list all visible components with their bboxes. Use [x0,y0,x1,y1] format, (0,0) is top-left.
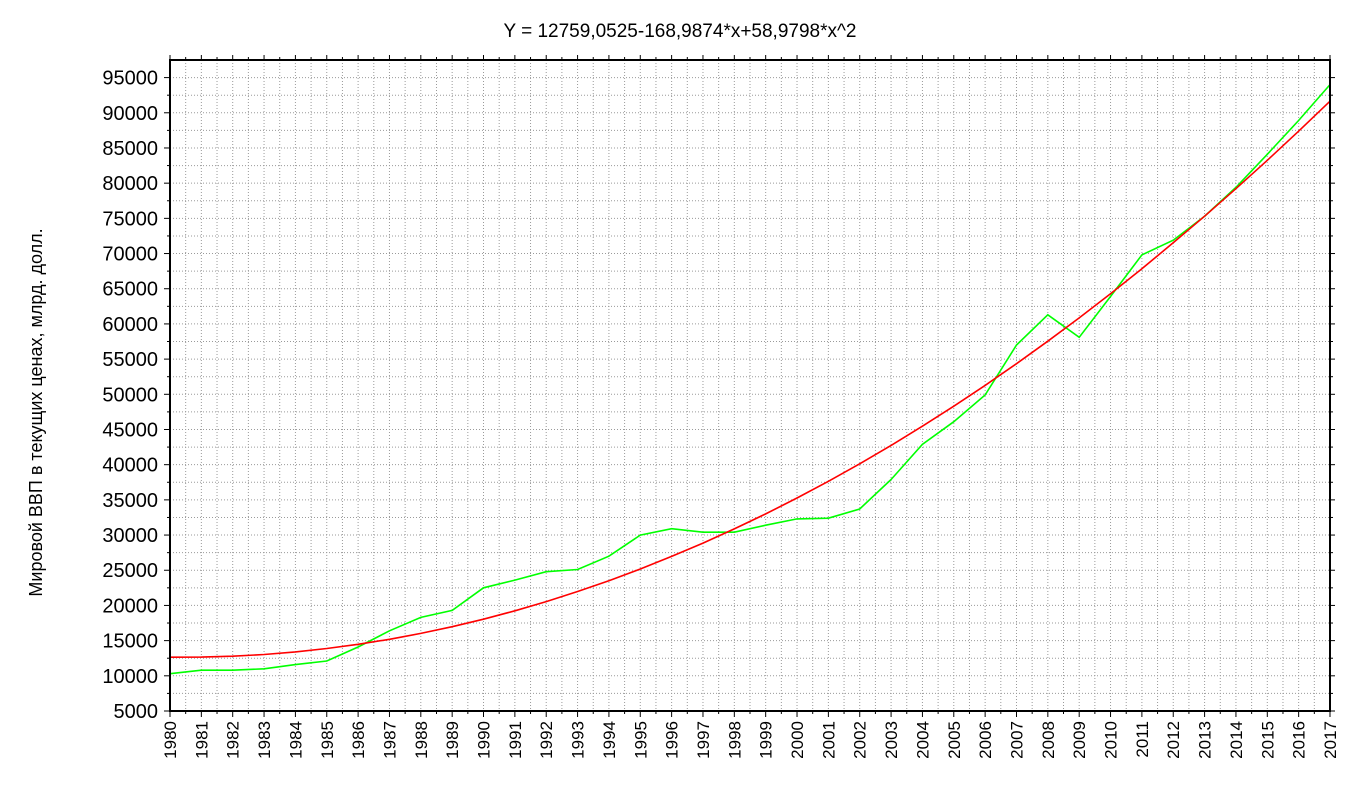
y-tick-label: 35000 [102,490,158,512]
y-axis-label: Мировой ВВП в текущих ценах, млрд. долл. [26,228,46,596]
chart-title: Y = 12759,0525-168,9874*x+58,9798*x^2 [504,21,857,42]
x-tick-label: 1985 [318,721,337,759]
series-group [169,84,1331,675]
x-tick-label: 2005 [945,721,964,759]
x-tick-label: 2017 [1321,721,1340,759]
x-tick-label: 1989 [443,721,462,759]
grid [170,60,1330,712]
x-tick-label: 2003 [882,721,901,759]
x-tick-label: 1998 [725,721,744,759]
x-tick-label: 2014 [1227,721,1246,759]
y-tick-label: 75000 [102,208,158,230]
y-tick-label: 5000 [114,701,159,723]
x-tick-labels: 1980 1981 1982 1983 1984 1985 1986 1987 1988 1989… [161,721,1340,759]
x-tick-label: 2004 [913,721,932,759]
series-line-0 [169,84,1331,675]
x-tick-label: 2009 [1070,721,1089,759]
x-tick-label: 1988 [412,721,431,759]
x-tick-label: 1992 [537,721,556,759]
x-tick-label: 1996 [663,721,682,759]
x-tick-label: 2008 [1039,721,1058,759]
x-tick-label: 1995 [631,721,650,759]
y-tick-label: 70000 [102,244,158,266]
x-tick-label: 2001 [819,721,838,759]
x-tick-label: 1999 [757,721,776,759]
y-tick-label: 90000 [102,103,158,125]
x-tick-label: 2013 [1196,721,1215,759]
x-tick-label: 1981 [192,721,211,759]
x-tick-label: 1994 [600,721,619,759]
y-tick-label: 30000 [102,525,158,547]
y-tick-label: 50000 [102,384,158,406]
x-tick-label: 2011 [1133,721,1152,758]
x-tick-label: 2006 [976,721,995,759]
x-tick-label: 1983 [255,721,274,759]
y-tick-label: 45000 [102,419,158,441]
y-tick-label: 65000 [102,279,158,301]
y-tick-label: 85000 [102,138,158,160]
x-tick-label: 1997 [694,721,713,759]
y-tick-label: 80000 [102,173,158,195]
y-tick-label: 25000 [102,560,158,582]
y-tick-label: 55000 [102,349,158,371]
axis-ticks [164,55,1335,717]
y-tick-labels: 5000 10000 15000 20000 25000 30000 35000 40000 4… [102,68,158,723]
y-tick-label: 10000 [102,666,158,688]
x-tick-label: 2000 [788,721,807,759]
x-tick-label: 2012 [1164,721,1183,759]
x-tick-label: 2016 [1290,721,1309,759]
y-tick-label: 40000 [102,455,158,477]
x-tick-label: 1984 [286,721,305,759]
x-tick-label: 1980 [161,721,180,759]
x-tick-label: 1982 [224,721,243,759]
x-tick-label: 1986 [349,721,368,759]
y-tick-label: 15000 [102,631,158,653]
series-line-1 [169,100,1331,659]
y-tick-label: 95000 [102,68,158,90]
x-tick-label: 1990 [475,721,494,759]
x-tick-label: 1993 [569,721,588,759]
x-tick-label: 2002 [851,721,870,759]
x-tick-label: 2007 [1007,721,1026,759]
plot-frame [169,59,1331,712]
x-tick-label: 2015 [1258,721,1277,759]
y-tick-label: 20000 [102,595,158,617]
y-tick-label: 60000 [102,314,158,336]
x-tick-label: 1991 [506,721,525,759]
x-tick-label: 1987 [380,721,399,759]
x-tick-label: 2010 [1102,721,1121,759]
